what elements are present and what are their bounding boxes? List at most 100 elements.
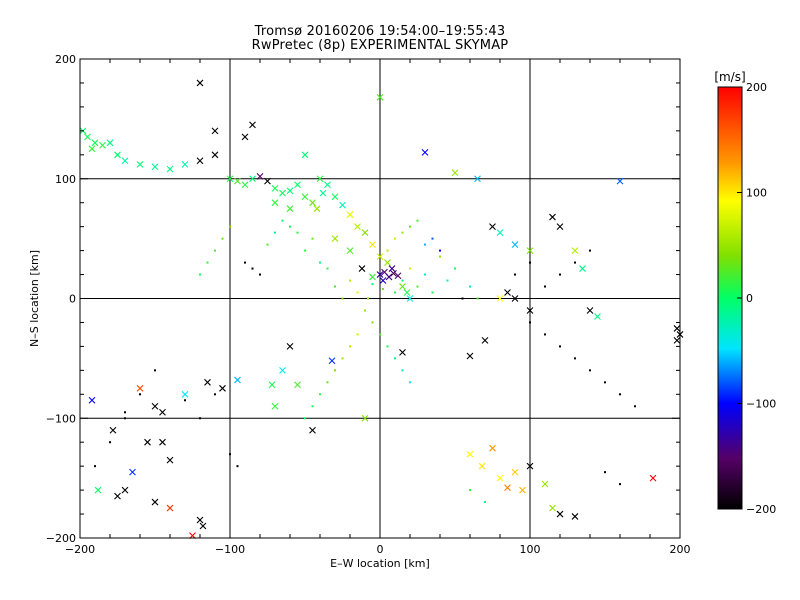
data-point-stroke	[144, 438, 151, 446]
data-point-x	[346, 211, 354, 219]
data-point-x	[181, 160, 189, 168]
data-point-x	[196, 157, 204, 165]
data-point-x	[249, 121, 256, 129]
data-point-dot	[401, 369, 404, 372]
data-point-x	[496, 229, 504, 237]
data-point-stroke	[94, 486, 102, 494]
data-point-stroke	[166, 456, 174, 464]
data-point-dot	[416, 219, 419, 222]
data-point-dot	[274, 231, 276, 234]
data-point-dot	[544, 285, 546, 288]
data-point-stroke	[489, 444, 496, 452]
data-point-stroke	[384, 259, 391, 266]
data-point-stroke	[496, 295, 504, 302]
data-point-x	[256, 172, 264, 180]
data-point-dot	[574, 357, 576, 360]
data-point-dot	[619, 393, 621, 396]
y-tick-label: −100	[46, 412, 76, 425]
data-point-x	[309, 199, 316, 207]
data-point-dot	[236, 465, 239, 468]
data-point-stroke	[309, 199, 316, 207]
data-point-x	[226, 175, 234, 183]
data-point-stroke	[519, 486, 526, 494]
data-point-stroke	[181, 160, 189, 168]
data-point-stroke	[166, 504, 174, 512]
data-point-stroke	[394, 272, 402, 280]
data-point-dot	[446, 279, 449, 282]
data-point-dot	[409, 225, 411, 228]
data-point-x	[481, 337, 489, 344]
data-point-dot	[229, 453, 231, 456]
data-point-x	[354, 223, 361, 231]
data-point-stroke	[151, 402, 159, 410]
data-point-x	[541, 480, 549, 488]
data-point-x	[109, 426, 117, 434]
data-point-stroke	[181, 390, 189, 398]
data-point-stroke	[279, 189, 286, 197]
data-point-x	[673, 337, 681, 344]
data-point-stroke	[264, 177, 271, 185]
data-point-x	[286, 343, 294, 350]
data-point-dot	[281, 219, 284, 222]
data-point-dot	[367, 297, 369, 300]
data-point-stroke	[556, 223, 564, 231]
data-point-x	[399, 348, 406, 356]
data-point-dot	[296, 231, 299, 234]
data-point-stroke	[129, 468, 136, 476]
data-point-x	[324, 181, 331, 189]
y-axis-label: N–S location [km]	[28, 250, 41, 347]
data-point-stroke	[385, 273, 393, 281]
data-point-stroke	[226, 175, 234, 183]
data-point-x	[466, 352, 474, 360]
data-point-stroke	[234, 376, 241, 384]
data-point-dot	[604, 471, 606, 474]
data-point-dot	[469, 285, 471, 288]
data-point-stroke	[106, 139, 114, 147]
data-point-stroke	[504, 484, 511, 492]
data-point-dot	[439, 249, 441, 252]
data-point-dot	[289, 225, 291, 228]
data-point-stroke	[234, 177, 241, 185]
data-point-stroke	[166, 165, 174, 173]
data-point-stroke	[376, 253, 384, 260]
data-point-stroke	[376, 93, 384, 101]
data-point-stroke	[136, 384, 144, 392]
data-point-stroke	[313, 205, 321, 213]
colorbar-tick-label: 0	[746, 292, 753, 305]
data-point-stroke	[99, 141, 106, 149]
data-point-dot	[341, 297, 344, 300]
data-point-x	[504, 484, 511, 492]
data-point-stroke	[84, 133, 91, 141]
data-point-x	[388, 265, 396, 272]
data-point-dot	[311, 237, 314, 240]
data-point-x	[159, 408, 166, 416]
data-point-x	[496, 474, 504, 482]
data-point-x	[249, 175, 256, 183]
data-point-stroke	[403, 289, 411, 296]
data-point-x	[474, 175, 481, 183]
data-point-x	[166, 456, 174, 464]
data-point-x	[504, 289, 511, 296]
x-tick-label: −100	[215, 543, 245, 556]
data-point-x	[478, 462, 486, 470]
y-tick-label: 200	[55, 53, 76, 66]
data-point-stroke	[474, 175, 481, 183]
data-point-stroke	[109, 426, 117, 434]
data-point-x	[271, 402, 279, 410]
data-point-dot	[341, 357, 344, 360]
data-point-x	[279, 189, 286, 197]
data-point-stroke	[331, 193, 339, 201]
data-point-x	[421, 149, 429, 156]
data-point-x	[616, 177, 624, 185]
data-point-x	[196, 79, 204, 87]
data-point-stroke	[511, 241, 519, 249]
data-point-x	[279, 366, 286, 374]
data-point-x	[331, 235, 339, 243]
data-point-dot	[334, 369, 336, 372]
data-point-dot	[379, 333, 381, 336]
data-point-stroke	[91, 139, 99, 147]
data-point-x	[331, 193, 339, 201]
data-point-x	[121, 486, 129, 494]
data-point-x	[319, 189, 327, 197]
data-point-x	[151, 498, 159, 506]
